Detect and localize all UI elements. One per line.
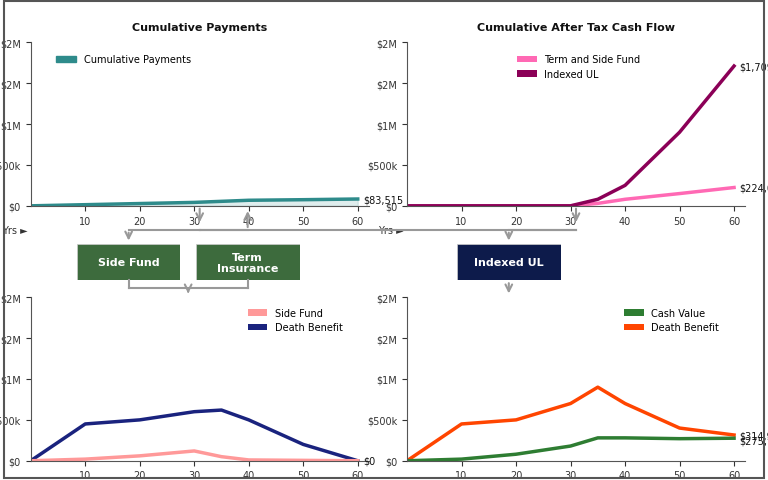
Text: Yrs ►: Yrs ►: [378, 226, 404, 236]
Text: $275,796: $275,796: [740, 436, 768, 446]
FancyBboxPatch shape: [457, 245, 561, 281]
Text: $1,709,812: $1,709,812: [740, 62, 768, 72]
Text: Yrs ►: Yrs ►: [2, 226, 28, 236]
Legend: Cash Value, Death Benefit: Cash Value, Death Benefit: [621, 304, 723, 336]
Text: Side Fund: Side Fund: [98, 258, 160, 268]
FancyBboxPatch shape: [196, 245, 300, 281]
Text: $0: $0: [363, 456, 376, 466]
Legend: Term and Side Fund, Indexed UL: Term and Side Fund, Indexed UL: [513, 51, 644, 84]
Text: $314,903: $314,903: [740, 430, 768, 440]
Legend: Cumulative Payments: Cumulative Payments: [52, 51, 194, 69]
Text: $83,515: $83,515: [363, 194, 403, 204]
Text: Term
Insurance: Term Insurance: [217, 252, 278, 274]
Text: Cumulative After Tax Cash Flow: Cumulative After Tax Cash Flow: [477, 24, 675, 34]
Text: $224,046: $224,046: [740, 183, 768, 193]
FancyBboxPatch shape: [77, 245, 180, 281]
Legend: Side Fund, Death Benefit: Side Fund, Death Benefit: [244, 304, 347, 336]
Text: Cumulative Payments: Cumulative Payments: [132, 24, 267, 34]
Text: Indexed UL: Indexed UL: [474, 258, 544, 268]
